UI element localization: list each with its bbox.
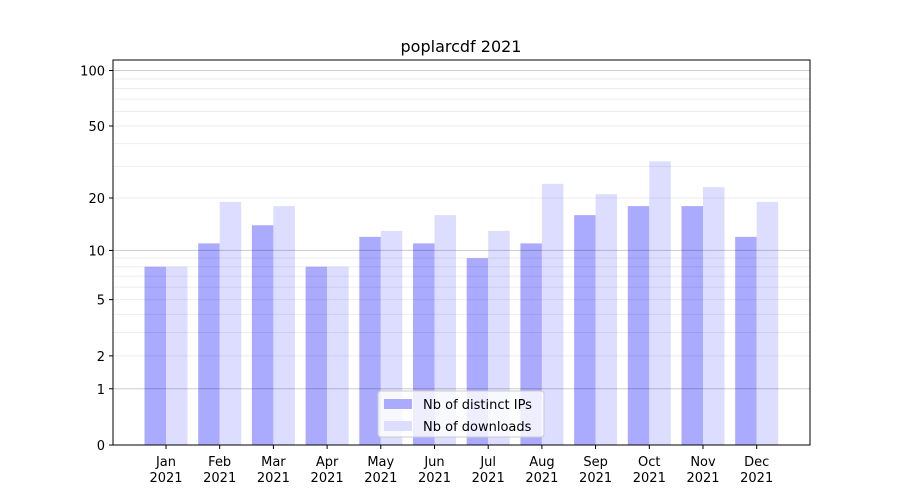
x-tick-label: Feb 2021 [203,455,236,486]
x-tick-label: Apr 2021 [311,455,344,486]
bar-downloads [273,206,295,445]
y-tick-label: 5 [97,294,105,309]
x-tick-label: Nov 2021 [686,455,719,486]
bar-downloads [541,183,564,445]
bar-downloads [219,201,242,445]
bar-downloads [434,215,456,445]
legend: Nb of distinct IPs Nb of downloads [377,390,545,438]
x-tick-label: Aug 2021 [525,455,558,486]
legend-box [377,390,545,438]
y-tick-label: 0 [97,439,105,454]
y-tick-label: 100 [80,65,105,80]
legend-swatch [384,421,412,431]
bar-downloads [327,266,349,445]
x-tick-label: Oct 2021 [633,455,666,486]
bar-distinct-ips [574,215,596,445]
bar-distinct-ips [144,266,166,445]
chart-title: poplarcdf 2021 [401,37,522,56]
legend-label: Nb of distinct IPs [423,398,532,413]
legend-swatch [384,399,412,409]
x-tick-label: May 2021 [364,455,397,486]
x-tick-label: Mar 2021 [257,455,290,486]
x-tick-label: Dec 2021 [740,455,773,486]
y-tick-label: 50 [88,120,105,135]
bar-distinct-ips [251,225,274,445]
x-tick-label: Jan 2021 [149,455,182,486]
bar-distinct-ips [681,206,703,445]
bar-downloads [595,194,618,445]
y-tick-label: 1 [97,383,105,398]
y-tick-label: 10 [88,244,105,259]
bar-downloads [703,187,725,445]
x-tick-label: Jun 2021 [418,455,451,486]
bar-distinct-ips [198,243,220,445]
bar-downloads [649,161,671,445]
bar-downloads [756,201,779,445]
bar-distinct-ips [305,266,328,445]
bar-distinct-ips [359,236,381,445]
x-tick-label: Sep 2021 [579,455,612,486]
y-tick-label: 20 [88,192,105,207]
legend-label: Nb of downloads [423,420,532,435]
y-tick-label: 2 [97,350,105,365]
bar-distinct-ips [627,206,650,445]
bar-downloads [166,266,188,445]
x-tick-label: Jul 2021 [472,455,505,486]
plot-frame [112,59,811,446]
bar-distinct-ips [735,236,757,445]
